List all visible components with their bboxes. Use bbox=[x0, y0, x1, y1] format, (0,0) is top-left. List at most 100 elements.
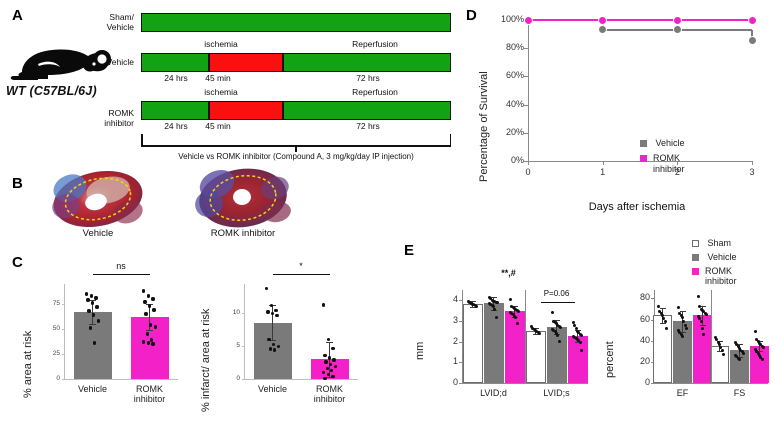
x-tick bbox=[752, 161, 753, 165]
x-axis-line bbox=[654, 383, 768, 384]
data-point bbox=[333, 364, 337, 369]
data-point bbox=[679, 332, 683, 336]
km-marker-ROMK inhibitor bbox=[747, 15, 757, 25]
bar-EF-Vehicle bbox=[673, 321, 692, 383]
y-tick-label: 5 bbox=[236, 342, 240, 350]
timeline-top-label-ischemia-vehicle: ischemia bbox=[204, 39, 238, 49]
data-point bbox=[718, 343, 721, 347]
data-point bbox=[698, 317, 702, 321]
bar-LVID;d-Sham bbox=[462, 304, 483, 383]
error-cap-top-1 bbox=[326, 341, 333, 343]
data-point bbox=[741, 351, 745, 355]
data-point bbox=[697, 294, 701, 298]
y-tick bbox=[61, 304, 65, 305]
y-tick bbox=[651, 383, 655, 384]
km-marker-Vehicle bbox=[747, 35, 757, 45]
y-tick-label: 0 bbox=[236, 375, 240, 382]
data-point bbox=[331, 374, 335, 379]
data-point bbox=[87, 309, 91, 313]
row-label-sham-vehicle: Sham/ Vehicle bbox=[62, 12, 134, 32]
error-cap-bot bbox=[469, 306, 476, 308]
data-point bbox=[701, 326, 704, 330]
y-tick bbox=[459, 321, 463, 322]
data-point bbox=[494, 316, 498, 320]
x-category-line: ROMK bbox=[316, 384, 343, 394]
data-point bbox=[151, 297, 155, 301]
data-point bbox=[144, 312, 148, 316]
legend-label-romk-line1: ROMK bbox=[653, 152, 680, 163]
data-point bbox=[721, 352, 725, 356]
data-point bbox=[678, 330, 682, 334]
km-marker-Vehicle bbox=[598, 25, 608, 35]
strain-label: WT (C57BL/6J) bbox=[6, 84, 97, 98]
data-point bbox=[738, 346, 741, 350]
data-point bbox=[714, 336, 718, 340]
data-point bbox=[266, 310, 270, 314]
error-cap-bot-0 bbox=[269, 340, 276, 342]
y-tick bbox=[241, 346, 245, 348]
timeline-bar-sham bbox=[141, 13, 451, 32]
y-tick-label: 4 bbox=[452, 294, 458, 305]
chart-area-risk: 0 25 50 75 Vehicle ROMK inhibitor ns bbox=[38, 261, 178, 413]
timeline-top-label-reperfusion-romk: Reperfusion bbox=[352, 87, 398, 97]
heart-section-romk-inhibitor bbox=[195, 166, 291, 230]
data-point bbox=[698, 305, 702, 309]
data-point bbox=[758, 354, 761, 358]
data-point bbox=[147, 304, 152, 308]
data-point bbox=[145, 332, 149, 336]
data-point bbox=[678, 311, 682, 315]
data-point bbox=[271, 342, 276, 346]
data-point bbox=[720, 348, 724, 352]
legend-label-romk-line2: inhibitor bbox=[705, 276, 737, 287]
data-point bbox=[574, 327, 578, 331]
data-point bbox=[151, 342, 155, 346]
data-point bbox=[578, 341, 582, 345]
treatment-bracket bbox=[141, 134, 451, 152]
chart-e-right-ylabel: percent bbox=[604, 341, 616, 378]
data-point bbox=[330, 368, 334, 373]
data-point bbox=[579, 349, 583, 353]
segment-pretreatment bbox=[141, 53, 209, 72]
data-point bbox=[142, 340, 146, 344]
km-marker-ROMK inhibitor bbox=[672, 15, 682, 25]
timeline-bar-romk bbox=[141, 101, 451, 120]
error-cap-top bbox=[659, 307, 666, 309]
km-step-h-Vehicle bbox=[677, 28, 752, 31]
heart-section-vehicle bbox=[50, 168, 146, 230]
error-cap-top bbox=[469, 301, 476, 303]
bar-LVID;s-Vehicle bbox=[546, 326, 567, 383]
data-point bbox=[759, 356, 763, 360]
y-tick-label: 1 bbox=[452, 356, 458, 367]
y-tick bbox=[524, 132, 528, 134]
error-cap-bot-1 bbox=[146, 330, 153, 331]
x-category-line: Vehicle bbox=[257, 384, 288, 394]
significance-annotation: **,# bbox=[501, 268, 516, 278]
y-tick bbox=[524, 104, 528, 106]
data-point bbox=[734, 341, 738, 345]
data-point bbox=[474, 304, 478, 308]
km-step-h-ROMK inhibitor bbox=[677, 19, 752, 21]
legend-label-vehicle: Vehicle bbox=[707, 251, 737, 262]
x-tick-label: 2 bbox=[674, 167, 680, 177]
segment-ischemia bbox=[209, 53, 283, 72]
data-point bbox=[148, 323, 153, 327]
error-cap-top bbox=[490, 297, 497, 299]
group-divider bbox=[711, 290, 712, 383]
legend-item-sham: Sham bbox=[692, 238, 776, 249]
timeline-bottom-label-72hrs-romk: 72 hrs bbox=[356, 121, 380, 131]
data-point bbox=[558, 326, 562, 330]
error-cap-top bbox=[716, 340, 723, 342]
data-point bbox=[268, 347, 272, 351]
y-tick bbox=[651, 319, 655, 321]
panel-a-caption: Vehicle vs ROMK inhibitor (Compound A, 3… bbox=[178, 152, 414, 161]
x-group-label-LVID;s: LVID;s bbox=[543, 388, 570, 398]
data-point bbox=[88, 326, 92, 330]
legend-label-romk-line2: inhibitor bbox=[653, 163, 685, 174]
data-point bbox=[697, 314, 701, 318]
error-bar-1 bbox=[149, 304, 150, 330]
km-step-h-ROMK inhibitor bbox=[602, 19, 678, 21]
data-point bbox=[537, 331, 541, 335]
data-point bbox=[153, 325, 157, 329]
data-point bbox=[735, 355, 739, 359]
bar-FS-ROMK inhibitor bbox=[750, 346, 769, 383]
